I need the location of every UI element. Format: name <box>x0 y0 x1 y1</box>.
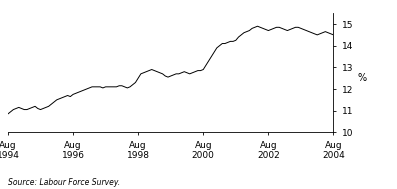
Text: Source: Labour Force Survey.: Source: Labour Force Survey. <box>8 178 120 187</box>
Y-axis label: %: % <box>357 73 366 83</box>
